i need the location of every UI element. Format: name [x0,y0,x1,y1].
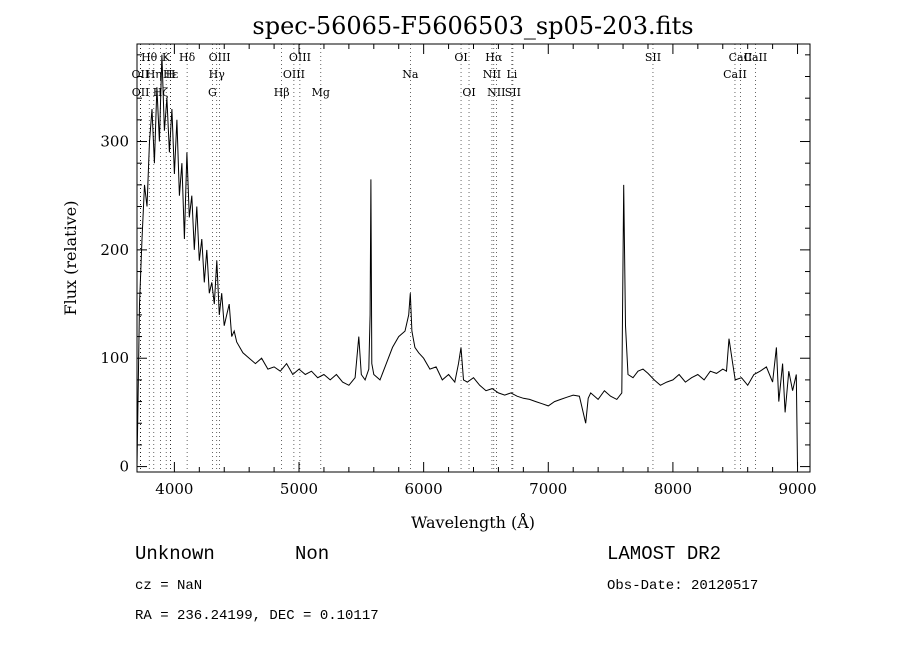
x-tick-label: 4000 [155,480,193,498]
spectral-line-label: K [162,51,171,64]
x-tick-label: 5000 [280,480,318,498]
chart-title: spec-56065-F5606503_sp05-203.fits [252,12,693,40]
spectral-line-label: Hα [485,51,503,64]
spectral-line-label: Hβ [274,86,290,99]
spectral-line-label: OI [462,86,475,99]
spectral-line-label: CaII [729,51,753,64]
y-tick-label: 0 [119,458,129,476]
spectral-line-markers [140,44,756,472]
spectral-line-label: Li [506,68,517,81]
x-tick-label: 9000 [778,480,816,498]
spectral-line-label: OII [132,86,150,99]
spectral-line-label: OIII [289,51,311,64]
spectral-line-label: G [208,86,217,99]
coordinates-label: RA = 236.24199, DEC = 0.10117 [135,608,379,624]
axis-ticks: 4000 5000 6000 7000 8000 9000 0 100 200 300 [100,44,817,498]
obs-date-label: Obs-Date: 20120517 [607,578,758,594]
spectral-line-label: CaII [744,51,768,64]
y-axis-label: Flux (relative) [61,201,80,316]
spectral-line-label: OII [132,68,150,81]
spectral-line-label: SII [505,86,521,99]
y-tick-label: 300 [100,133,129,151]
spectral-line-label: CaII [723,68,747,81]
spectral-line-label: Mg [312,86,330,99]
subclass-label: Non [295,543,329,565]
spectral-line-label: Hη [146,68,162,81]
spectral-line-label: OIII [283,68,305,81]
spectral-line-label: Na [402,68,419,81]
spectral-line-label: Hγ [209,68,226,81]
spectral-line-label: OIII [209,51,231,64]
x-tick-label: 7000 [529,480,567,498]
spectrum-series-line [136,54,798,467]
x-axis-label: Wavelength (Å) [411,512,535,532]
survey-label: LAMOST DR2 [607,543,721,565]
x-tick-label: 8000 [654,480,692,498]
class-label: Unknown [135,543,215,565]
spectral-line-label: SII [645,51,661,64]
spectral-line-label: OI [454,51,467,64]
redshift-label: cz = NaN [135,578,202,594]
spectral-line-label: NII [487,86,505,99]
spectral-line-label: Hδ [179,51,196,64]
spectral-line-label: H [166,68,176,81]
spectral-line-label: NII [483,68,501,81]
x-tick-label: 6000 [405,480,443,498]
plot-frame [136,43,811,473]
spectral-line-label: Hθ [141,51,158,64]
y-tick-label: 100 [100,349,129,367]
y-tick-label: 200 [100,241,129,259]
spectral-line-label: Hε [163,68,179,81]
